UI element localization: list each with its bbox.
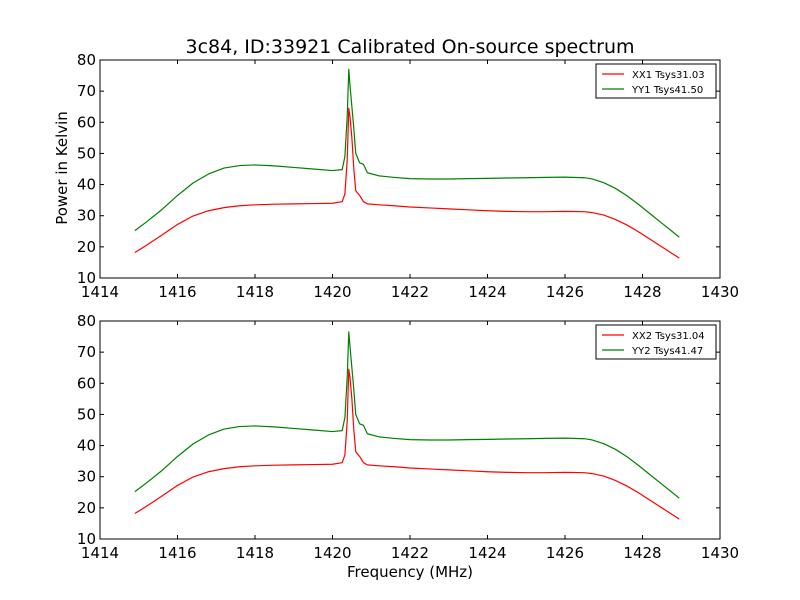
- x-tick-label: 1426: [546, 283, 584, 301]
- x-tick-label: 1420: [313, 283, 351, 301]
- legend-label: YY2 Tsys41.47: [631, 346, 703, 357]
- y-tick-label: 70: [77, 82, 96, 100]
- series-line-1-1: [134, 331, 680, 499]
- legend: XX2 Tsys31.04 YY2 Tsys41.47: [595, 324, 717, 360]
- x-tick-label: 1424: [468, 283, 506, 301]
- x-tick-label: 1416: [158, 544, 196, 562]
- y-axis-label-top: Power in Kelvin: [53, 111, 71, 225]
- x-tick-label: 1420: [313, 544, 351, 562]
- x-tick-label: 1418: [236, 544, 274, 562]
- y-tick-label: 30: [77, 468, 96, 486]
- x-tick-label: 1430: [701, 283, 739, 301]
- x-tick-label: 1422: [391, 544, 429, 562]
- y-tick-label: 30: [77, 207, 96, 225]
- y-tick-label: 60: [77, 374, 96, 392]
- y-tick-label: 20: [77, 499, 96, 517]
- legend-label: XX2 Tsys31.04: [632, 331, 705, 342]
- x-axis-label-bottom: Frequency (MHz): [347, 563, 473, 581]
- series-line-1-0: [134, 368, 680, 520]
- y-tick-label: 80: [77, 51, 96, 69]
- legend-label: YY1 Tsys41.50: [631, 85, 703, 96]
- x-tick-label: 1422: [391, 283, 429, 301]
- y-tick-label: 10: [77, 269, 96, 287]
- legend-box: [595, 63, 717, 99]
- legend-label: XX1 Tsys31.03: [632, 70, 705, 81]
- y-tick-label: 40: [77, 437, 96, 455]
- y-tick-label: 40: [77, 176, 96, 194]
- y-tick-label: 50: [77, 405, 96, 423]
- x-tick-label: 1418: [236, 283, 274, 301]
- chart-title: 3c84, ID:33921 Calibrated On-source spec…: [185, 36, 634, 58]
- x-tick-label: 1414: [81, 283, 119, 301]
- x-tick-label: 1428: [623, 544, 661, 562]
- legend: XX1 Tsys31.03 YY1 Tsys41.50: [595, 63, 717, 99]
- y-tick-label: 60: [77, 113, 96, 131]
- top-panel: 1414 1416 1418 1420 1422 1424 1426 1428 1430 10 20…: [77, 51, 739, 301]
- x-tick-label: 1416: [158, 283, 196, 301]
- x-tick-label: 1430: [701, 544, 739, 562]
- x-tick-label: 1426: [546, 544, 584, 562]
- y-tick-label: 80: [77, 312, 96, 330]
- x-tick-label: 1424: [468, 544, 506, 562]
- y-tick-label: 20: [77, 238, 96, 256]
- y-tick-label: 10: [77, 530, 96, 548]
- y-tick-label: 70: [77, 343, 96, 361]
- bottom-panel: 1414 1416 1418 1420 1422 1424 1426 1428 1430 10 20…: [77, 312, 739, 562]
- x-tick-label: 1414: [81, 544, 119, 562]
- series-line-0-0: [134, 107, 680, 259]
- legend-box: [595, 324, 717, 360]
- series-line-0-1: [134, 68, 680, 238]
- x-tick-label: 1428: [623, 283, 661, 301]
- y-tick-label: 50: [77, 144, 96, 162]
